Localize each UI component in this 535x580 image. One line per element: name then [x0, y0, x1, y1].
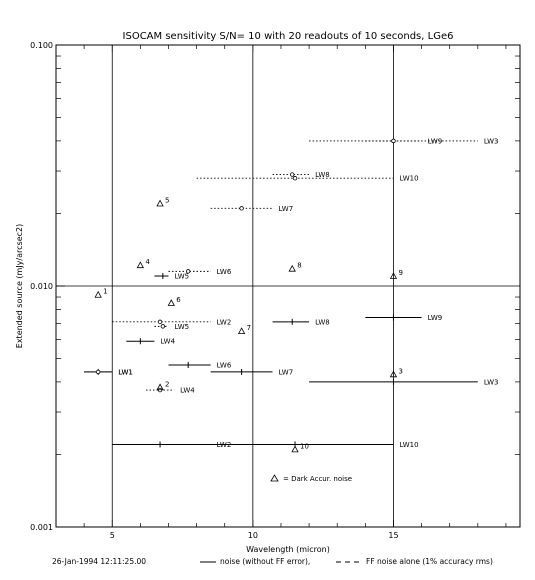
noise-filter-label: LW10: [399, 441, 418, 449]
noise-filter-label: LW8: [315, 318, 330, 326]
ff-noise-filter-label: LW6: [217, 268, 232, 276]
ff-noise-center: [95, 369, 101, 375]
dark-noise-marker: [288, 264, 296, 272]
y-tick-label: 0.010: [30, 282, 53, 291]
ff-noise-filter-label: LW5: [174, 323, 189, 331]
x-tick-label: 5: [110, 531, 115, 540]
ff-noise-center: [239, 206, 244, 211]
ff-noise-filter-label: LW10: [399, 175, 418, 183]
noise-filter-label: LW1: [118, 368, 133, 376]
x-tick-label: 10: [248, 531, 258, 540]
x-axis-ticks: 5 10 15: [83, 45, 507, 540]
dark-noise-marker: [156, 199, 164, 207]
y-tick-label: 0.100: [30, 41, 53, 50]
dark-noise-label: 1: [103, 288, 107, 296]
noise-filter-label: LW5: [174, 273, 189, 281]
ff-noise-center: [391, 138, 396, 144]
dark-noise-label: 4: [145, 258, 150, 266]
dark-noise-marker: [291, 445, 299, 453]
ff-noise-center: [290, 172, 295, 177]
legend: 26-Jan-1994 12:11:25.00 noise (without F…: [52, 474, 493, 566]
ff-noise-filter-label: LW7: [279, 205, 294, 213]
legend-triangle-label: = Dark Accur. noise: [283, 475, 352, 483]
y-tick-label: 0.001: [30, 523, 53, 532]
y-axis-ticks: 0.001 0.010 0.100: [30, 41, 520, 532]
dark-noise-label: 6: [176, 296, 181, 304]
ff-noise-filter-label: LW9: [428, 137, 443, 145]
y-axis-label: Extended source (mJy/arcsec2): [15, 224, 24, 348]
ff-noise-filter-label: LW1: [118, 368, 133, 376]
dark-noise-label: 2: [165, 380, 169, 388]
dark-noise-marker: [237, 327, 246, 334]
dark-noise-label: 10: [300, 442, 309, 450]
dark-noise-label: 7: [247, 324, 251, 332]
legend-date: 26-Jan-1994 12:11:25.00: [52, 557, 146, 566]
ff-noise-center: [157, 319, 163, 325]
x-axis-label: Wavelength (micron): [246, 545, 330, 554]
dark-noise-marker: [389, 272, 398, 279]
ff-noise-filter-label: LW4: [180, 387, 195, 395]
dark-noise-marker: [167, 299, 175, 306]
noise-filter-label: LW4: [160, 338, 175, 346]
legend-solid-label: noise (without FF error),: [220, 557, 310, 566]
dark-noise-label: 9: [398, 269, 402, 277]
dark-noise-marker: [136, 261, 145, 269]
legend-dashed-label: FF noise alone (1% accuracy rms): [366, 557, 493, 566]
ff-noise-filter-label: LW8: [315, 171, 330, 179]
dark-noise-marker: [94, 290, 102, 298]
chart-marks: LW1LW2LW3LW4LW5LW6LW7LW8LW9LW10LW1LW2LW3…: [84, 137, 499, 453]
dark-noise-label: 5: [165, 196, 169, 204]
ff-noise-center: [160, 324, 166, 329]
dark-noise-marker: [156, 383, 164, 391]
noise-filter-label: LW3: [484, 378, 499, 386]
ff-noise-filter-label: LW3: [484, 137, 499, 145]
dark-noise-label: 3: [398, 367, 402, 375]
dark-noise-label: 8: [297, 262, 301, 270]
noise-filter-label: LW9: [428, 314, 443, 322]
ff-noise-center: [185, 269, 191, 274]
noise-filter-label: LW6: [217, 362, 232, 370]
noise-filter-label: LW7: [279, 368, 294, 376]
dark-noise-marker: [389, 370, 398, 378]
x-tick-label: 15: [388, 531, 398, 540]
grid: [56, 45, 520, 527]
chart-title: ISOCAM sensitivity S/N= 10 with 20 reado…: [123, 31, 454, 42]
ff-noise-center: [292, 176, 298, 181]
ff-noise-filter-label: LW2: [217, 318, 232, 326]
legend-triangle-marker: [270, 474, 279, 482]
